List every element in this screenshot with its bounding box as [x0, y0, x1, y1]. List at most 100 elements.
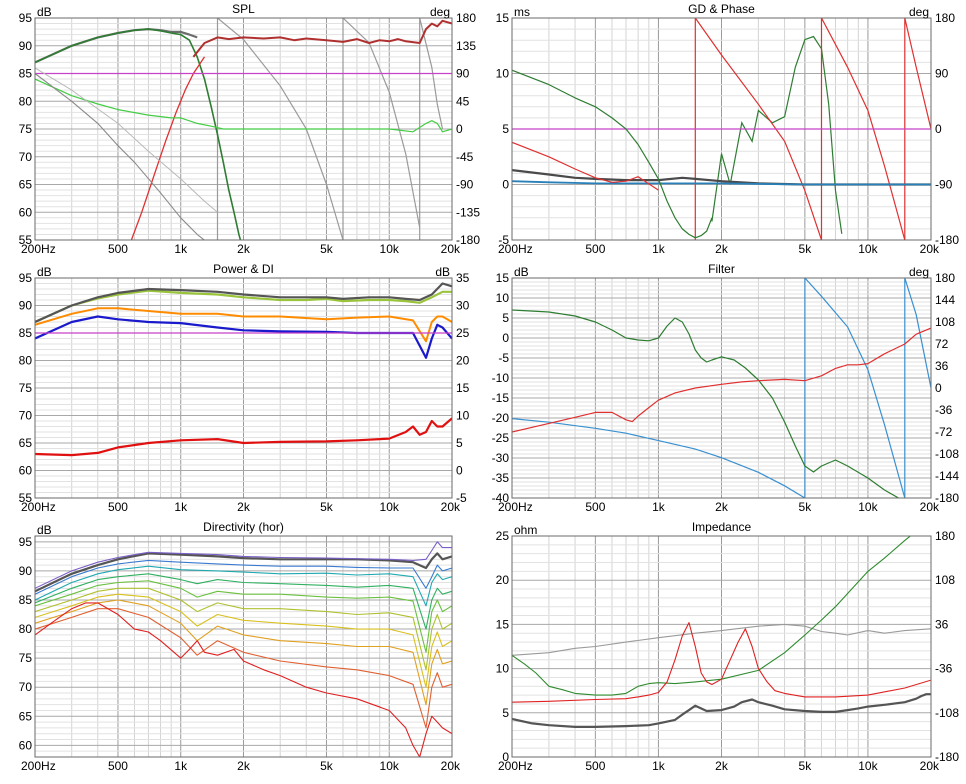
chart-dir: Directivity (hor) dB 60 65 70 75 80 85 90 95 200Hz…	[19, 520, 461, 773]
series-line	[512, 623, 931, 656]
y-tick-label-right: 90	[935, 67, 949, 81]
y-tick-label-right: -180	[456, 233, 480, 247]
phase-line	[694, 18, 823, 240]
x-tick-label: 20k	[920, 500, 940, 514]
y-tick-label: 60	[19, 205, 33, 219]
x-tick-label: 2k	[237, 242, 251, 256]
y-tick-label-right: 30	[456, 299, 470, 313]
x-tick-label: 5k	[799, 500, 813, 514]
y-tick-label: -10	[492, 371, 510, 385]
series-line	[512, 69, 713, 239]
y-tick-label: 85	[19, 593, 33, 607]
y-tick-label-right: 135	[456, 39, 476, 53]
y-tick-label: -30	[492, 451, 510, 465]
series-line	[35, 282, 452, 324]
series-line	[35, 541, 452, 589]
y-tick-label: 80	[19, 622, 33, 636]
chart-title: Filter	[708, 262, 735, 276]
series-line	[512, 309, 899, 498]
x-tick-label: 1k	[652, 500, 666, 514]
y-unit-right: deg	[430, 5, 450, 19]
y-unit-left: dB	[37, 265, 52, 279]
y-tick-label: 25	[496, 529, 510, 543]
x-tick-label: 500	[585, 242, 605, 256]
x-tick-label: 10k	[858, 759, 878, 773]
phase-line	[512, 418, 806, 498]
chart-title: Directivity (hor)	[203, 520, 284, 534]
y-tick-label: 5	[502, 122, 509, 136]
x-tick-label: 500	[108, 500, 128, 514]
y-tick-label: 85	[19, 326, 33, 340]
x-tick-label: 5k	[799, 242, 813, 256]
phase-line	[804, 278, 906, 498]
chart-title: Power & DI	[213, 262, 274, 276]
y-tick-label: 95	[19, 271, 33, 285]
y-unit-left: dB	[37, 5, 52, 19]
x-tick-label: 2k	[715, 759, 729, 773]
x-tick-label: 10k	[380, 759, 400, 773]
plot-frame	[34, 17, 453, 241]
series-line	[35, 608, 452, 729]
y-tick-label: 65	[19, 178, 33, 192]
x-tick-label: 20k	[441, 242, 461, 256]
y-unit-left: dB	[514, 265, 529, 279]
series-line	[35, 315, 452, 359]
y-tick-label: 80	[19, 94, 33, 108]
y-unit-left: ohm	[514, 523, 537, 537]
y-tick-label-right: 180	[935, 529, 955, 543]
y-tick-label: -25	[492, 431, 510, 445]
y-tick-label: 60	[19, 738, 33, 752]
y-tick-label-right: -36	[935, 403, 953, 417]
y-tick-label-right: 180	[456, 11, 476, 25]
series-line	[35, 599, 452, 706]
series-line	[192, 19, 452, 58]
y-tick-label: 10	[496, 291, 510, 305]
y-tick-label-right: -108	[935, 706, 959, 720]
y-tick-label: -40	[492, 491, 510, 505]
x-tick-label: 200Hz	[21, 500, 56, 514]
y-tick-label-right: -108	[935, 447, 959, 461]
y-tick-label: 10	[496, 67, 510, 81]
plot-frame	[34, 277, 453, 499]
y-tick-label: 55	[19, 491, 33, 505]
series-line	[35, 78, 452, 133]
gridlines	[511, 277, 932, 499]
series-line	[35, 552, 452, 593]
chart-gd: GD & Phase ms deg -5 0 5 10 15 -180 -90 0 90 180 200H…	[496, 2, 960, 256]
plot-frame	[511, 535, 932, 758]
y-unit-right: dB	[435, 265, 450, 279]
phase-line	[419, 18, 444, 240]
x-tick-label: 500	[108, 242, 128, 256]
y-tick-label-right: -90	[935, 178, 953, 192]
x-tick-label: 200Hz	[498, 500, 533, 514]
y-tick-label: 70	[19, 150, 33, 164]
series-line	[35, 559, 452, 595]
x-tick-label: 5k	[320, 242, 334, 256]
chart-spl: SPL dB deg 55 60 65 70 75 80 85 90 95 -180 -135 -90 -45…	[19, 2, 481, 256]
y-tick-label-right: 108	[935, 573, 955, 587]
y-tick-label-right: 20	[456, 354, 470, 368]
y-tick-label: 55	[19, 233, 33, 247]
y-tick-label: 60	[19, 464, 33, 478]
plot-frame	[34, 535, 453, 758]
y-tick-label-right: 0	[456, 464, 463, 478]
plot-frame	[511, 17, 932, 241]
x-tick-label: 20k	[920, 759, 940, 773]
x-tick-label: 200Hz	[21, 242, 56, 256]
y-tick-label: 0	[502, 750, 509, 764]
x-tick-label: 200Hz	[21, 759, 56, 773]
y-tick-label-right: 0	[935, 381, 942, 395]
x-tick-label: 10k	[858, 500, 878, 514]
series-line	[35, 565, 452, 607]
y-unit-left: ms	[514, 5, 530, 19]
series-line	[35, 593, 452, 688]
x-tick-label: 1k	[174, 759, 188, 773]
y-tick-label: 75	[19, 381, 33, 395]
y-tick-label: 0	[502, 178, 509, 192]
y-tick-label-right: -45	[456, 150, 474, 164]
y-tick-label: 10	[496, 662, 510, 676]
y-tick-label: -15	[492, 391, 510, 405]
y-tick-label: 15	[496, 11, 510, 25]
